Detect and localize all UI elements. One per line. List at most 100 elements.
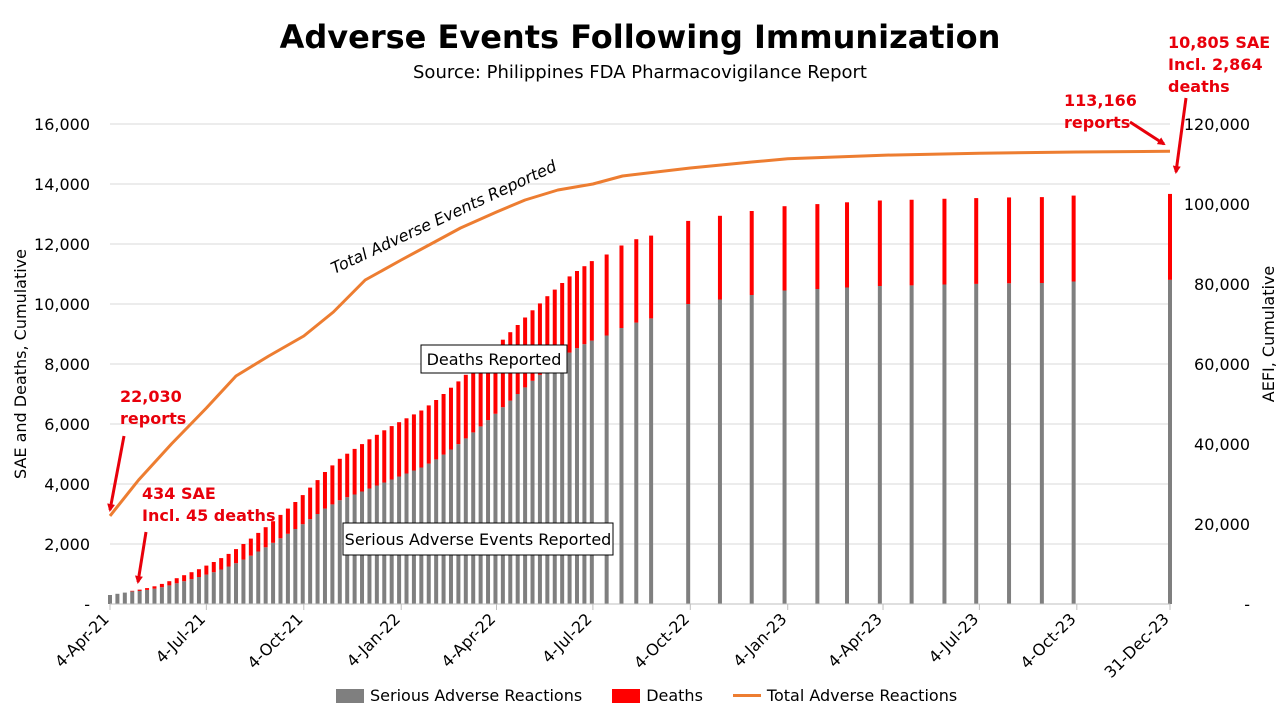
deaths-bar [560,283,565,358]
sae-bar [493,413,498,604]
deaths-bar [241,544,246,560]
sae-bar [248,555,253,604]
sae-bar [537,374,542,604]
deaths-bar [845,202,850,288]
x-tick-label: 31-Dec-23 [1101,609,1173,681]
deaths-bar [397,422,402,477]
sae-bar [167,585,172,604]
annotation-arrow [1129,120,1166,146]
sae-bar [130,591,135,604]
deaths-bar [315,480,320,514]
y-left-tick-label: 4,000 [44,475,90,494]
deaths-bar [686,220,691,304]
y-left-tick-label: 8,000 [44,355,90,374]
sae-bar [1007,283,1012,604]
sae-bar [300,524,305,604]
deaths-bar [374,434,379,486]
deaths-bar [942,198,947,285]
annotation-line: deaths [1168,77,1230,96]
annotation-line: 10,805 SAE [1168,33,1270,52]
sae-bar [749,295,754,604]
y-left-tick-label: 16,000 [34,115,90,134]
sae-bar [545,368,550,604]
sae-bar [234,563,239,604]
deaths-bar [574,271,579,349]
annotation-arrow [1172,97,1188,174]
deaths-bar [404,418,409,474]
deaths-bar [567,276,572,353]
sae-bar [574,348,579,604]
y-right-tick-label: 80,000 [1194,275,1250,294]
x-tick-label: 4-Jan-22 [343,609,404,670]
gridlines [110,123,1170,545]
annotation-text: 10,805 SAE Incl. 2,864 deaths [1168,33,1270,96]
deaths-bar [545,296,550,369]
annotation-line: Incl. 2,864 [1168,55,1263,74]
bars-group [108,193,1172,604]
sae-bar [486,420,491,604]
total-adverse-line [108,149,1171,517]
annotations-group: 10,805 SAE Incl. 2,864 deaths 113,166 report… [107,33,1270,584]
deaths-bar [634,239,639,323]
sae-bar [634,322,639,604]
deaths-bar [182,575,187,582]
legend-swatch-sae [336,688,364,703]
deaths-bar [248,538,253,556]
sae-bar [308,519,313,604]
deaths-bar [300,495,305,525]
deaths-bar [604,254,609,336]
sae-bar [717,299,722,604]
x-tick-label: 4-Apr-21 [51,609,113,671]
deaths-bar [441,394,446,455]
deaths-bar [256,532,261,552]
deaths-bar [345,453,350,498]
sae-bar [508,400,513,604]
y-right-axis-title: AEFI, Cumulative [1259,266,1278,402]
legend-label-total: Total Adverse Reactions [766,686,958,705]
deaths-bar [717,215,722,300]
deaths-bar [552,289,557,364]
legend-swatch-total [732,694,761,697]
y-right-tick-label: 20,000 [1194,515,1250,534]
sae-bar [137,590,142,604]
boxed-label: Serious Adverse Events Reported [345,530,612,549]
sae-bar [686,304,691,604]
x-tick-label: 4-Oct-21 [244,609,307,672]
deaths-bar [167,581,172,586]
deaths-bar [271,521,276,543]
sae-bar [909,285,914,604]
sae-bar [174,583,179,604]
deaths-bar [434,400,439,460]
sae-bar [278,538,283,604]
sae-bar [189,579,194,604]
sae-bar [500,407,505,604]
sae-bar [567,352,572,604]
deaths-bar [263,527,268,548]
sae-bar [478,426,483,604]
deaths-bar [649,235,654,319]
deaths-bar [174,578,179,584]
sae-bar [145,589,150,604]
deaths-bar [389,426,394,480]
chart-subtitle: Source: Philippines FDA Pharmacovigilanc… [413,62,867,83]
deaths-bar [537,303,542,375]
sae-bar [515,394,520,604]
legend-item-sae: Serious Adverse Reactions [336,686,582,705]
deaths-bar [145,588,150,590]
x-tick-label: 4-Oct-23 [1017,609,1080,672]
deaths-bar [367,439,372,489]
x-tick-label: 4-Jan-23 [729,609,790,670]
deaths-bar [352,448,357,495]
deaths-bar [130,590,135,592]
sae-bar [285,533,290,604]
deaths-bar [1071,195,1076,282]
deaths-bar [382,430,387,483]
deaths-bar [211,562,216,573]
y-right-tick-label: - [1244,595,1250,614]
sae-bar [219,569,224,604]
y-right-tick-label: 40,000 [1194,435,1250,454]
chart-title: Adverse Events Following Immunization [279,18,1001,56]
annotation-arrow [134,531,148,584]
boxed-label: Deaths Reported [427,350,562,369]
legend-item-deaths: Deaths [612,686,703,705]
